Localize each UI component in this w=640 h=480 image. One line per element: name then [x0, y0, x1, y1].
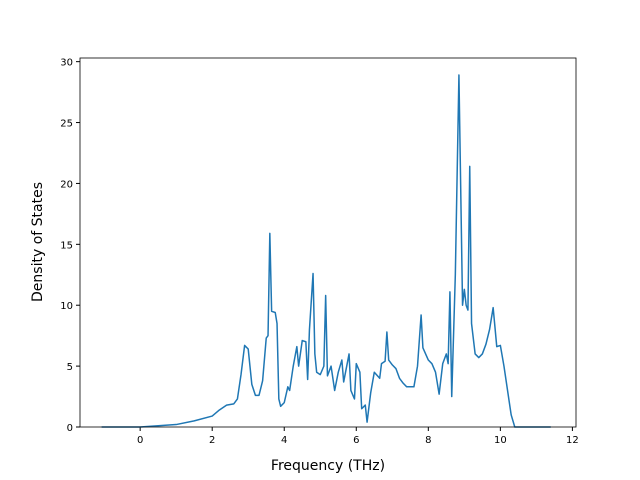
- y-axis-label: Density of States: [30, 182, 46, 302]
- y-tick-label: 25: [60, 119, 73, 130]
- data-line: [101, 74, 551, 428]
- y-tick-label: 15: [60, 240, 73, 251]
- x-axis-label: Frequency (THz): [271, 458, 385, 474]
- plot-frame: [79, 57, 577, 428]
- y-tick-label: 30: [60, 58, 73, 69]
- y-tick-label: 20: [60, 179, 73, 190]
- x-tick-label: 2: [209, 435, 215, 446]
- y-tick-label: 10: [60, 301, 73, 312]
- y-tick-label: 0: [67, 423, 73, 434]
- x-tick-label: 12: [566, 435, 579, 446]
- x-tick-label: 6: [353, 435, 359, 446]
- x-tick-label: 10: [494, 435, 507, 446]
- x-tick-label: 4: [281, 435, 287, 446]
- y-tick-label: 5: [67, 362, 73, 373]
- x-tick-label: 8: [425, 435, 431, 446]
- x-tick-label: 0: [137, 435, 143, 446]
